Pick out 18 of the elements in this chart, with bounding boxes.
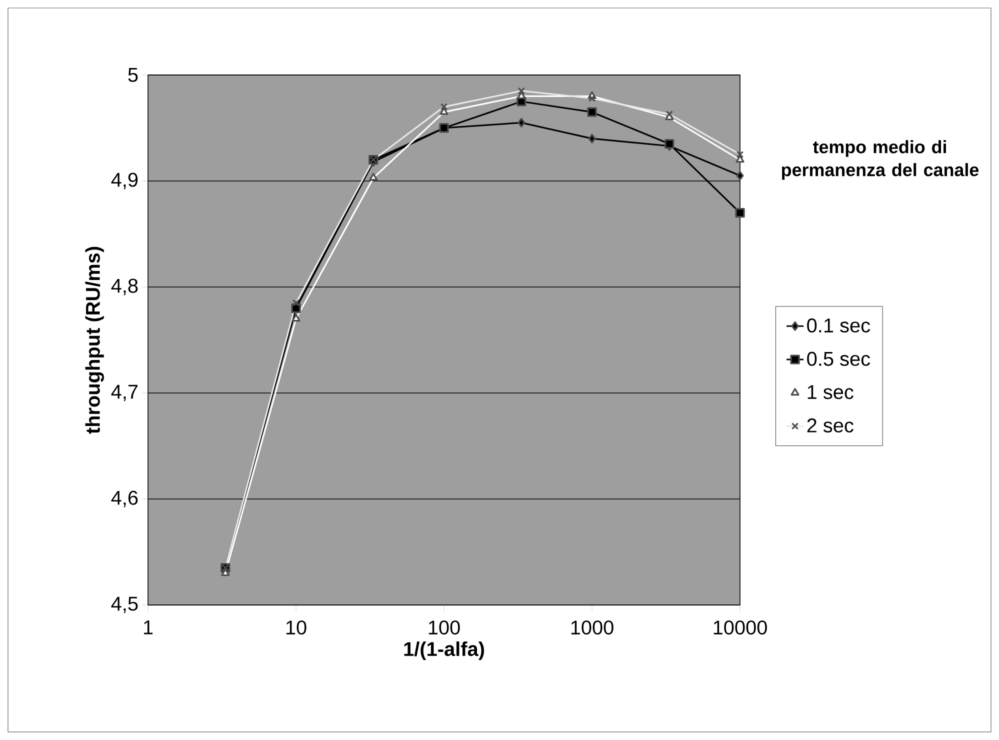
y-tick-label: 4,8 — [111, 278, 138, 296]
x-tick-label: 10 — [286, 620, 306, 635]
legend-label: 2 sec — [807, 418, 854, 432]
x-tick-label: 10000 — [714, 620, 767, 635]
legend-title: tempo medio di permanenza del canale — [782, 140, 979, 180]
y-tick-label: 4,5 — [111, 596, 138, 614]
x-tick-label: 1000 — [571, 620, 614, 635]
x-axis-title: 1/(1-alfa) — [404, 641, 484, 660]
y-tick-label: 4,9 — [111, 172, 138, 190]
y-tick-label: 5 — [128, 68, 138, 82]
y-tick-label: 4,6 — [111, 490, 138, 508]
x-tick-label: 1 — [144, 620, 153, 634]
legend-label: 0.1 sec — [807, 318, 870, 333]
x-tick-label: 100 — [428, 620, 460, 635]
y-axis-title: throughput (RU/ms) — [85, 246, 104, 434]
legend-label: 0.5 sec — [807, 352, 870, 366]
y-tick-label: 4,7 — [111, 384, 138, 402]
legend-label: 1 sec — [808, 385, 854, 400]
